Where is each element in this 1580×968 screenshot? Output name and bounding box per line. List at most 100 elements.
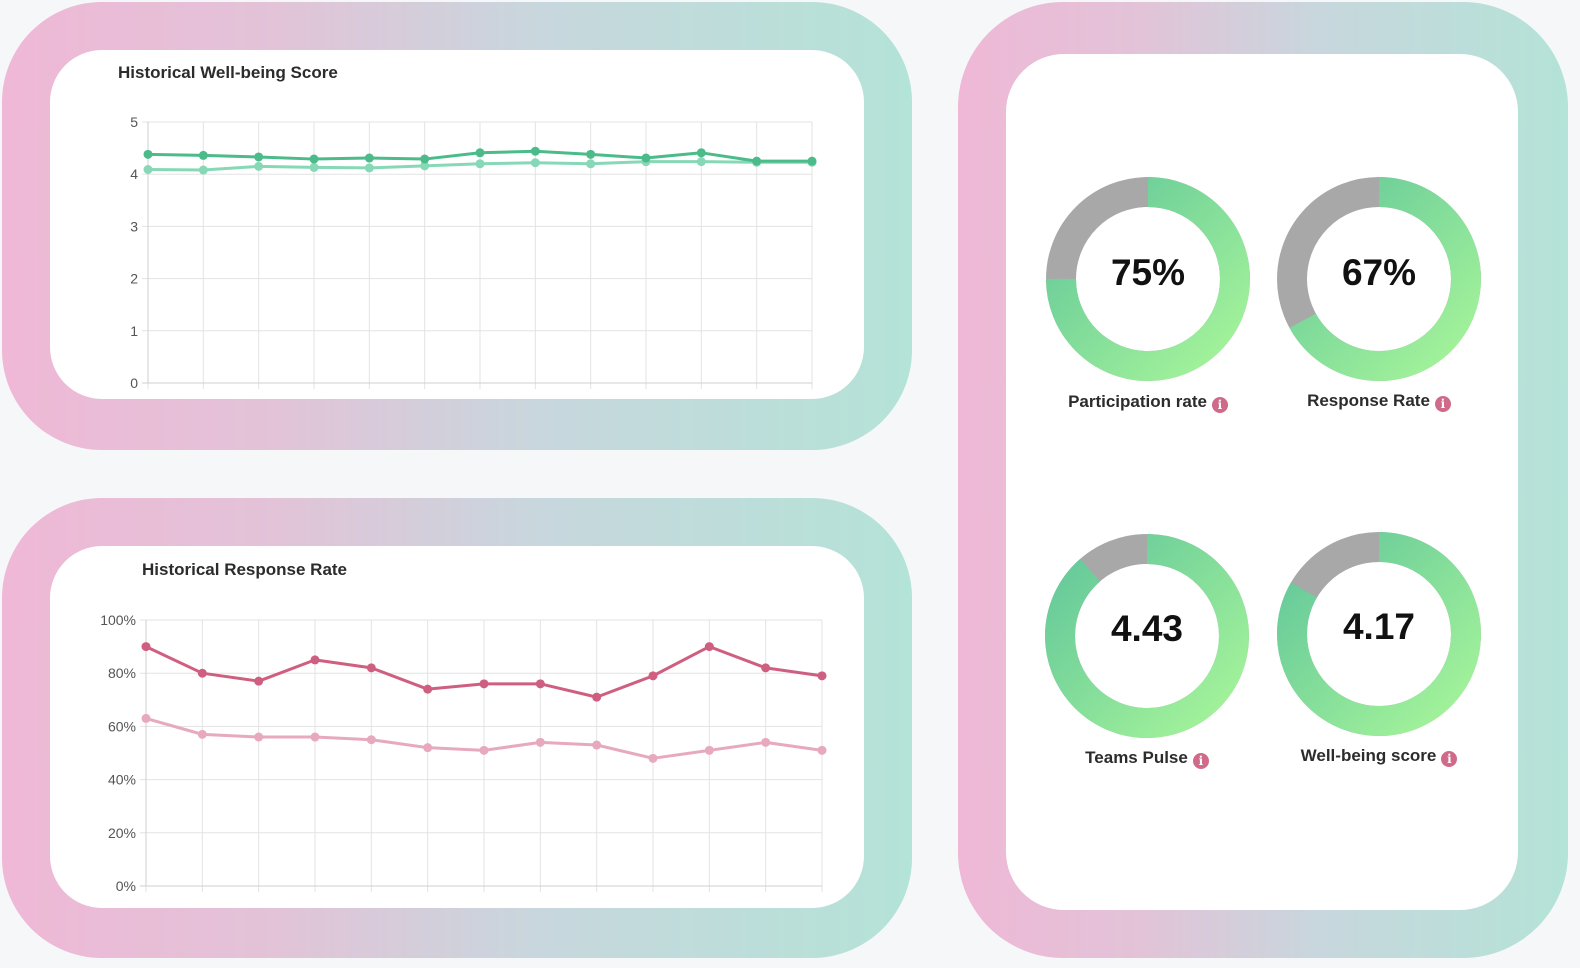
response-rate-chart-panel: Historical Response Rate 0% 20% 40% 60% 80% 1… <box>50 546 864 908</box>
wellbeing-series-1-point[interactable] <box>696 148 706 158</box>
wellbeing-series-1-point[interactable] <box>807 156 817 166</box>
wellbeing-series-1-point[interactable] <box>309 154 319 164</box>
wellbeing-series-1-point[interactable] <box>586 149 596 159</box>
response-rate-series-2-point[interactable] <box>423 743 433 753</box>
response-rate-chart-card: Historical Response Rate 0% 20% 40% 60% 80% 1… <box>2 498 912 958</box>
response-rate-ytick-label: 100% <box>100 612 136 628</box>
response-rate-series-2-point[interactable] <box>479 745 489 755</box>
wellbeing-series-2-point[interactable] <box>420 161 430 171</box>
response-rate-series-1-point[interactable] <box>423 684 433 694</box>
wellbeing-series-2-point[interactable] <box>530 158 540 168</box>
response-rate-series-1-point[interactable] <box>141 642 151 652</box>
wellbeing-score-donut <box>1277 532 1481 736</box>
response-rate-series-1-point[interactable] <box>366 663 376 673</box>
participation-rate-donut <box>1046 177 1250 381</box>
wellbeing-series-1-point[interactable] <box>420 154 430 164</box>
wellbeing-score-gauge: 4.17 Well-being score i <box>1274 529 1484 767</box>
kpi-card: 75% Participation rate i 67% Response Rat… <box>958 2 1568 958</box>
wellbeing-ytick-label: 0 <box>130 375 138 391</box>
response-rate-series-1-point[interactable] <box>197 668 207 678</box>
wellbeing-series-2-point[interactable] <box>198 165 208 175</box>
participation-rate-gauge: 75% Participation rate i <box>1043 174 1253 413</box>
wellbeing-score-label: Well-being score <box>1300 746 1437 765</box>
wellbeing-series-1-point[interactable] <box>364 153 374 163</box>
wellbeing-series-1-point[interactable] <box>475 148 485 158</box>
response-rate-ytick-label: 40% <box>108 772 136 788</box>
response-rate-series-1-point[interactable] <box>479 679 489 689</box>
response-rate-series-1-point[interactable] <box>592 692 602 702</box>
response-rate-series-2-point[interactable] <box>648 753 658 763</box>
wellbeing-ytick-label: 4 <box>130 166 138 182</box>
response-rate-series-2-point[interactable] <box>141 713 151 723</box>
response-rate-label: Response Rate <box>1307 391 1430 410</box>
teams-pulse-info-icon[interactable]: i <box>1192 753 1209 769</box>
wellbeing-series-1-point[interactable] <box>530 146 540 156</box>
response-rate-series-2-point[interactable] <box>197 729 207 739</box>
gauge-fill-arc <box>1277 177 1481 381</box>
response-rate-chart-title: Historical Response Rate <box>142 560 348 579</box>
wellbeing-ytick-label: 2 <box>130 271 138 287</box>
response-rate-series-2-point[interactable] <box>366 735 376 745</box>
kpi-panel: 75% Participation rate i 67% Response Rat… <box>1006 54 1518 910</box>
teams-pulse-gauge: 4.43 Teams Pulse i <box>1042 531 1252 769</box>
teams-pulse-label-row: Teams Pulse i <box>1012 748 1282 769</box>
response-rate-ytick-label: 80% <box>108 665 136 681</box>
response-rate-gauge: 67% Response Rate i <box>1274 174 1484 412</box>
wellbeing-series-1-point[interactable] <box>254 152 264 162</box>
response-rate-ytick-label: 0% <box>116 878 136 894</box>
teams-pulse-donut <box>1045 534 1249 738</box>
gauge-fill-arc <box>1046 177 1250 381</box>
response-rate-series-1-point[interactable] <box>648 671 658 681</box>
response-rate-series-2-point[interactable] <box>761 737 771 747</box>
response-rate-series-1-point[interactable] <box>761 663 771 673</box>
wellbeing-score-label-row: Well-being score i <box>1244 746 1514 767</box>
response-rate-ytick-label: 60% <box>108 718 136 734</box>
response-rate-series-1-point[interactable] <box>817 671 827 681</box>
response-rate-series-2-point[interactable] <box>592 740 602 750</box>
gauge-fill-arc <box>1277 532 1481 736</box>
response-rate-series-2-point[interactable] <box>704 745 714 755</box>
wellbeing-ytick-label: 1 <box>130 323 138 339</box>
participation-rate-label: Participation rate <box>1068 392 1207 411</box>
response-rate-value: 67% <box>1341 252 1417 293</box>
wellbeing-series-2-point[interactable] <box>696 157 706 167</box>
response-rate-series-2-point[interactable] <box>817 745 827 755</box>
wellbeing-series-2-point[interactable] <box>364 163 374 173</box>
response-rate-series-2-point[interactable] <box>535 737 545 747</box>
teams-pulse-label: Teams Pulse <box>1085 748 1188 767</box>
wellbeing-chart-card: Historical Well-being Score 0 1 2 3 4 5 <box>2 2 912 450</box>
response-rate-donut <box>1277 177 1481 381</box>
wellbeing-chart-panel: Historical Well-being Score 0 1 2 3 4 5 <box>50 50 864 399</box>
response-rate-info-icon[interactable]: i <box>1434 396 1451 412</box>
wellbeing-chart-title: Historical Well-being Score <box>118 63 338 82</box>
gauge-fill-arc <box>1045 534 1249 738</box>
response-rate-series-2-point[interactable] <box>310 732 320 742</box>
teams-pulse-value: 4.43 <box>1110 608 1183 649</box>
participation-rate-value: 75% <box>1110 252 1186 293</box>
wellbeing-series-2-point[interactable] <box>254 161 264 171</box>
wellbeing-line-chart: 0 1 2 3 4 5 <box>130 114 817 391</box>
response-rate-line-chart: 0% 20% 40% 60% 80% 100% <box>100 612 827 894</box>
response-rate-series-1-point[interactable] <box>310 655 320 665</box>
wellbeing-series-2-point[interactable] <box>143 165 153 175</box>
response-rate-ytick-label: 20% <box>108 825 136 841</box>
wellbeing-ytick-label: 5 <box>130 114 138 130</box>
response-rate-series-2-point[interactable] <box>254 732 264 742</box>
wellbeing-series-2-point[interactable] <box>586 159 596 169</box>
response-rate-series-1-point[interactable] <box>704 642 714 652</box>
wellbeing-ytick-label: 3 <box>130 218 138 234</box>
wellbeing-series-2-point[interactable] <box>475 159 485 169</box>
response-rate-grid <box>140 619 823 892</box>
response-rate-series-1-point[interactable] <box>535 679 545 689</box>
wellbeing-series-2-point[interactable] <box>309 162 319 172</box>
participation-rate-info-icon[interactable]: i <box>1211 397 1228 413</box>
wellbeing-series-1-point[interactable] <box>641 153 651 163</box>
response-rate-label-row: Response Rate i <box>1244 391 1514 412</box>
wellbeing-series-1-point[interactable] <box>143 149 153 159</box>
response-rate-series-1-point[interactable] <box>254 676 264 686</box>
wellbeing-score-info-icon[interactable]: i <box>1441 751 1458 767</box>
wellbeing-series-1-point[interactable] <box>198 150 208 160</box>
wellbeing-series-1-point[interactable] <box>752 156 762 166</box>
participation-rate-label-row: Participation rate i <box>1013 392 1283 413</box>
wellbeing-score-value: 4.17 <box>1342 606 1415 647</box>
